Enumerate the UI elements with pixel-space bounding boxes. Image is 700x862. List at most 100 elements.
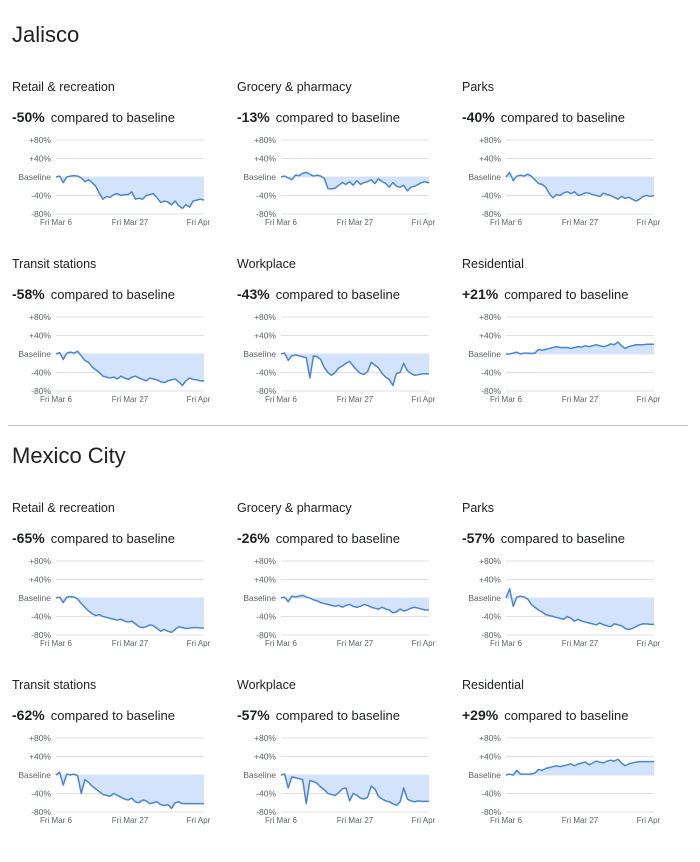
percent-change: -13% — [237, 109, 270, 125]
panel-category-label: Residential — [462, 678, 524, 692]
y-tick-label: +80% — [479, 312, 501, 322]
series-line — [280, 773, 429, 807]
y-tick-label: +40% — [479, 331, 501, 341]
percent-change: -40% — [462, 109, 495, 125]
y-tick-label: -40% — [481, 191, 501, 201]
mobility-chart: +80% +40% Baseline -40% -80% Fri Mar 6 Fri Mar… — [462, 309, 671, 410]
y-tick-label: -80% — [256, 807, 276, 817]
compare-label: compared to baseline — [50, 531, 175, 546]
panel-residential: Residential +29% compared to baseline +80% +… — [462, 678, 687, 843]
x-tick-label: Fri Mar 27 — [562, 816, 599, 825]
x-tick-label: Fri Mar 27 — [337, 816, 374, 825]
series-line — [55, 350, 204, 387]
series-line — [505, 588, 654, 631]
percent-change: -62% — [12, 707, 45, 723]
chart-svg: +80% +40% Baseline -40% -80%Fri Mar 6 Fri Mar… — [468, 556, 671, 648]
y-tick-label: Baseline — [18, 172, 51, 182]
y-tick-label: Baseline — [243, 593, 276, 603]
panel-grocery-and-pharmacy: Grocery & pharmacy -26% compared to baseli… — [237, 501, 462, 666]
series-area — [56, 175, 204, 209]
y-tick-label: Baseline — [468, 593, 501, 603]
chart-svg: +80% +40% Baseline -40% -80%Fri Mar 6 Fri Mar… — [468, 135, 671, 227]
compare-label: compared to baseline — [50, 287, 175, 302]
y-tick-label: -40% — [256, 368, 276, 378]
y-tick-label: +80% — [254, 556, 276, 566]
chart-svg: +80% +40% Baseline -40% -80%Fri Mar 6 Fri Mar… — [18, 733, 221, 825]
x-tick-label: Fri Mar 27 — [112, 816, 149, 825]
y-tick-label: -40% — [31, 191, 51, 201]
x-tick-label: Fri Apr 17 — [637, 218, 662, 227]
series-area — [506, 341, 654, 354]
y-tick-label: -80% — [481, 209, 501, 219]
x-tick-label: Fri Mar 6 — [265, 639, 298, 648]
mobility-chart: +80% +40% Baseline -40% -80% Fri Mar 6 Fri Mar… — [462, 553, 671, 654]
percent-change: -43% — [237, 286, 270, 302]
percent-change: -57% — [237, 707, 270, 723]
series-area — [281, 172, 429, 191]
compare-label: compared to baseline — [275, 531, 400, 546]
series-line — [280, 594, 429, 614]
mobility-chart: +80% +40% Baseline -40% -80% Fri Mar 6 Fri Mar… — [12, 553, 221, 654]
mobility-chart: +80% +40% Baseline -40% -80% Fri Mar 6 Fri Mar… — [237, 309, 446, 410]
panel-residential: Residential +21% compared to baseline +80% +… — [462, 257, 687, 422]
panel-value-row: +29% compared to baseline — [462, 707, 629, 723]
y-tick-label: Baseline — [18, 770, 51, 780]
series-area — [56, 596, 204, 633]
y-tick-label: Baseline — [468, 770, 501, 780]
panel-category-label: Parks — [462, 501, 494, 515]
x-tick-label: Fri Mar 27 — [112, 218, 149, 227]
x-tick-label: Fri Mar 27 — [112, 639, 149, 648]
panel-parks: Parks -40% compared to baseline +80% +40% Bas… — [462, 80, 687, 245]
panel-value-row: -57% compared to baseline — [237, 707, 400, 723]
compare-label: compared to baseline — [275, 110, 400, 125]
y-tick-label: +80% — [29, 556, 51, 566]
chart-svg: +80% +40% Baseline -40% -80%Fri Mar 6 Fri Mar… — [18, 312, 221, 404]
mobility-chart: +80% +40% Baseline -40% -80% Fri Mar 6 Fri Mar… — [237, 553, 446, 654]
percent-change: -65% — [12, 530, 45, 546]
y-tick-label: -40% — [256, 191, 276, 201]
x-tick-label: Fri Apr 17 — [412, 395, 437, 404]
mobility-chart: +80% +40% Baseline -40% -80% Fri Mar 6 Fri Mar… — [237, 132, 446, 233]
mobility-chart: +80% +40% Baseline -40% -80% Fri Mar 6 Fri Mar… — [462, 132, 671, 233]
panel-workplace: Workplace -57% compared to baseline +80% +40… — [237, 678, 462, 843]
x-tick-label: Fri Apr 17 — [412, 639, 437, 648]
chart-svg: +80% +40% Baseline -40% -80%Fri Mar 6 Fri Mar… — [243, 556, 446, 648]
x-tick-label: Fri Apr 17 — [187, 639, 212, 648]
x-tick-label: Fri Apr 17 — [637, 816, 662, 825]
compare-label: compared to baseline — [275, 708, 400, 723]
series-line — [280, 352, 429, 387]
panel-category-label: Workplace — [237, 257, 296, 271]
series-line — [55, 771, 204, 810]
chart-svg: +80% +40% Baseline -40% -80%Fri Mar 6 Fri Mar… — [468, 312, 671, 404]
y-tick-label: +40% — [254, 154, 276, 164]
y-tick-label: -80% — [31, 807, 51, 817]
panel-value-row: -65% compared to baseline — [12, 530, 175, 546]
y-tick-label: -40% — [31, 612, 51, 622]
panel-value-row: -62% compared to baseline — [12, 707, 175, 723]
series-area — [281, 774, 429, 806]
panel-transit-stations: Transit stations -62% compared to baseline… — [12, 678, 237, 843]
series-line — [506, 341, 654, 355]
x-tick-label: Fri Mar 6 — [490, 816, 523, 825]
x-tick-label: Fri Mar 27 — [337, 639, 374, 648]
x-tick-label: Fri Mar 6 — [490, 395, 523, 404]
x-tick-label: Fri Mar 27 — [562, 218, 599, 227]
y-tick-label: +80% — [479, 135, 501, 145]
y-tick-label: -80% — [481, 630, 501, 640]
region-divider — [8, 425, 688, 426]
panel-value-row: -13% compared to baseline — [237, 109, 400, 125]
series-line — [55, 595, 204, 633]
x-tick-label: Fri Mar 6 — [40, 395, 73, 404]
compare-label: compared to baseline — [504, 287, 629, 302]
panel-category-label: Retail & recreation — [12, 501, 115, 515]
y-tick-label: -40% — [31, 789, 51, 799]
chart-svg: +80% +40% Baseline -40% -80%Fri Mar 6 Fri Mar… — [18, 135, 221, 227]
chart-svg: +80% +40% Baseline -40% -80%Fri Mar 6 Fri Mar… — [243, 312, 446, 404]
y-tick-label: Baseline — [468, 172, 501, 182]
chart-svg: +80% +40% Baseline -40% -80%Fri Mar 6 Fri Mar… — [468, 733, 671, 825]
y-tick-label: -80% — [256, 630, 276, 640]
panel-category-label: Transit stations — [12, 257, 97, 271]
panel-category-label: Transit stations — [12, 678, 97, 692]
series-area — [506, 759, 654, 775]
compare-label: compared to baseline — [275, 287, 400, 302]
